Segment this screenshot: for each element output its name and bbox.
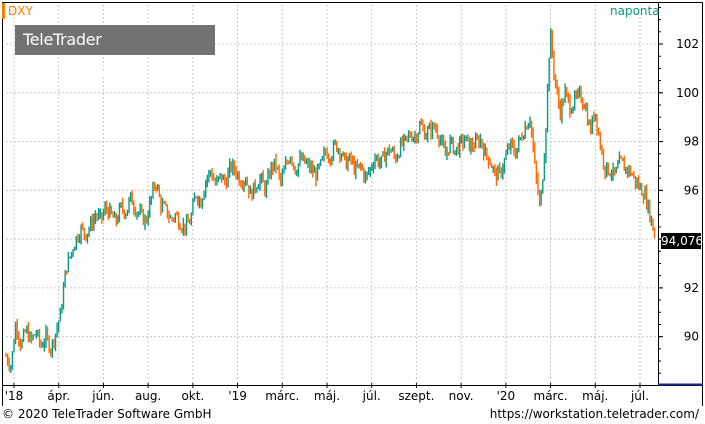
symbol-marker (2, 3, 5, 19)
x-tick-label: jún. (91, 389, 114, 403)
x-tick-label: júl. (362, 389, 381, 403)
copyright-notice: © 2020 TeleTrader Software GmbH (2, 407, 212, 421)
y-tick-label: 100 (676, 86, 699, 100)
x-tick-label: '20 (497, 389, 516, 403)
x-tick-label: máj. (314, 389, 340, 403)
workstation-logo: TeleTrader WorkStation (15, 25, 215, 79)
chart-svg: 9092949698100102 '18ápr.jún.aug.okt.'19m… (2, 2, 703, 406)
x-tick-label: ápr. (47, 389, 70, 403)
axes (2, 2, 703, 406)
y-tick-label: 92 (684, 281, 699, 295)
price-candles (5, 28, 656, 373)
logo-brand: TeleTrader (23, 30, 102, 49)
x-tick-label: márc. (534, 389, 568, 403)
period-selector[interactable]: naponta (610, 4, 660, 18)
y-tick-label: 96 (684, 183, 699, 197)
x-tick-label: júl. (630, 389, 649, 403)
chart-area: 9092949698100102 '18ápr.jún.aug.okt.'19m… (2, 2, 703, 406)
x-tick-label: aug. (135, 389, 161, 403)
grid-lines (6, 5, 658, 383)
logo-product: WorkStation (23, 60, 132, 79)
y-tick-label: 102 (676, 37, 699, 51)
y-tick-label: 90 (684, 330, 699, 344)
x-tick-label: okt. (181, 389, 204, 403)
x-tick-label: szept. (398, 389, 434, 403)
source-link[interactable]: https://workstation.teletrader.com/ (489, 407, 699, 421)
y-ticks: 9092949698100102 (658, 6, 699, 374)
last-price-tag: 94,076 (661, 233, 703, 249)
y-tick-label: 98 (684, 135, 699, 149)
x-tick-label: '18 (5, 389, 24, 403)
x-tick-label: máj. (582, 389, 608, 403)
symbol-label: DXY (8, 4, 33, 18)
x-tick-label: '19 (228, 389, 247, 403)
x-tick-label: márc. (265, 389, 299, 403)
x-ticks: '18 ápr. jún. aug. okt. '19 márc. máj. júl. szept… (5, 383, 649, 403)
x-tick-label: nov. (449, 389, 474, 403)
